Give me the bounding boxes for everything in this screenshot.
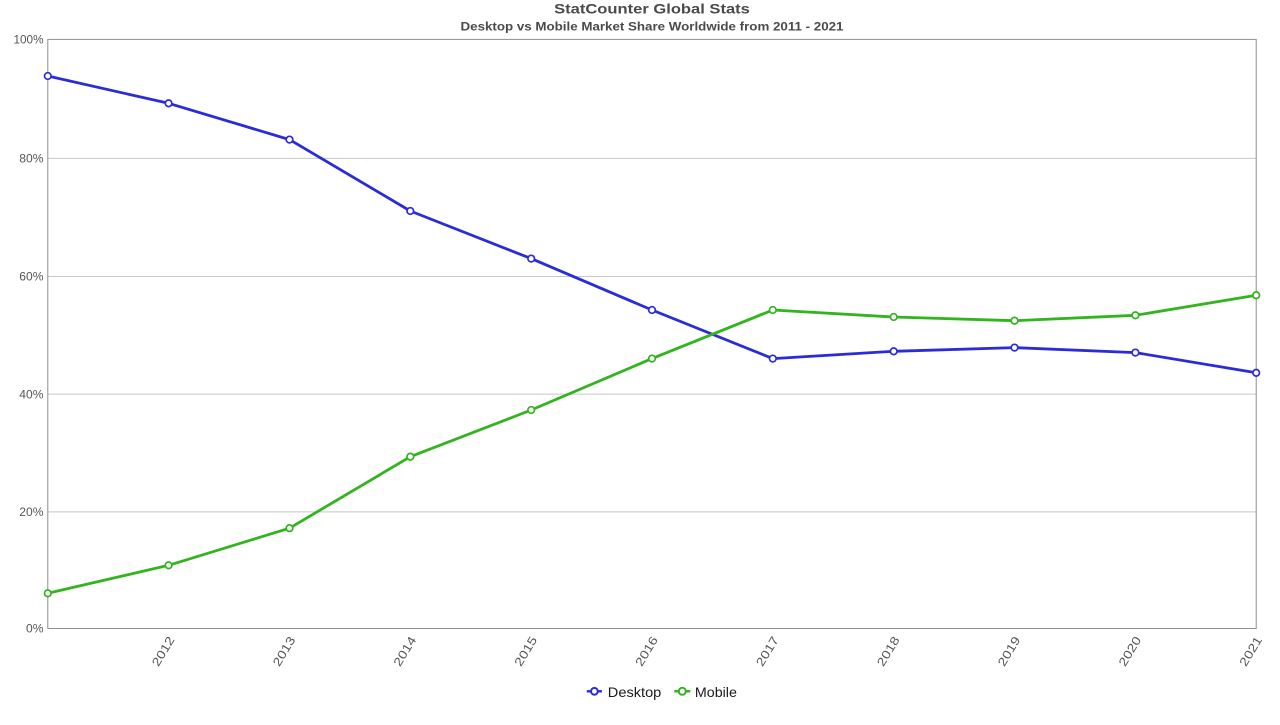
svg-text:20%: 20% [19, 507, 43, 519]
svg-text:60%: 60% [19, 272, 43, 284]
svg-text:80%: 80% [19, 154, 43, 166]
svg-text:Mobile: Mobile [695, 684, 737, 700]
svg-text:40%: 40% [19, 389, 43, 401]
svg-text:100%: 100% [14, 35, 44, 47]
svg-text:0%: 0% [26, 624, 44, 636]
svg-text:StatCounter Global Stats: StatCounter Global Stats [554, 1, 750, 17]
svg-text:Desktop vs Mobile Market Share: Desktop vs Mobile Market Share Worldwide… [461, 20, 844, 33]
svg-text:Desktop: Desktop [608, 684, 662, 700]
